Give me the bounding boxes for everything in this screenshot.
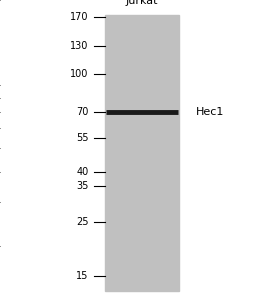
- Bar: [105, 15, 179, 291]
- Text: 40: 40: [76, 167, 88, 177]
- Text: 15: 15: [76, 271, 88, 281]
- Text: 100: 100: [70, 69, 88, 79]
- Text: Jurkat: Jurkat: [126, 0, 158, 6]
- Text: 130: 130: [70, 41, 88, 51]
- Text: 70: 70: [76, 107, 88, 117]
- Text: Hec1: Hec1: [196, 107, 224, 117]
- Text: 35: 35: [76, 181, 88, 191]
- Text: 25: 25: [76, 217, 88, 227]
- Text: 55: 55: [76, 133, 88, 143]
- Text: 170: 170: [70, 12, 88, 22]
